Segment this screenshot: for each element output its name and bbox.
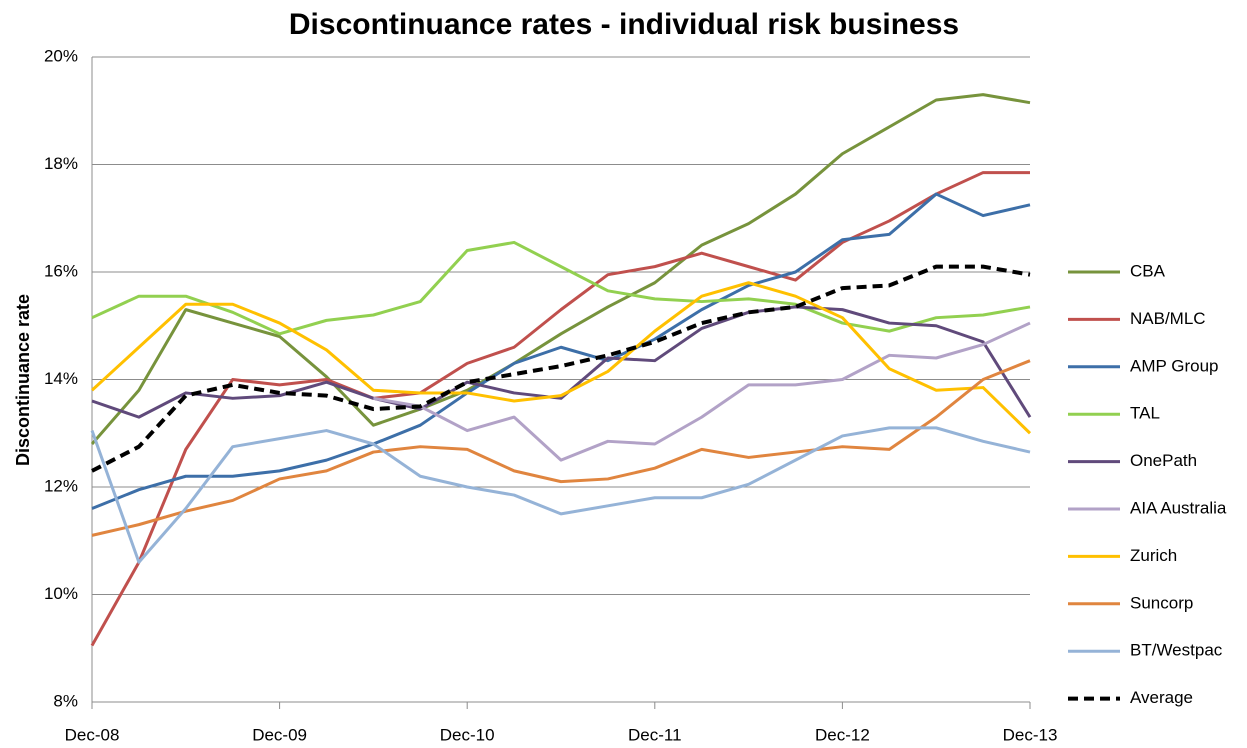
x-tick-label: Dec-08 — [65, 725, 120, 744]
y-tick-label: 10% — [44, 584, 78, 603]
series-line — [91, 359, 1031, 537]
legend-label: BT/Westpac — [1130, 641, 1223, 660]
series-line — [90, 426, 1031, 564]
y-tick-label: 12% — [44, 476, 78, 495]
legend-label: AIA Australia — [1130, 498, 1227, 517]
y-tick-label: 20% — [44, 46, 78, 65]
y-tick-label: 16% — [44, 261, 78, 280]
legend-label: AMP Group — [1130, 356, 1219, 375]
y-tick-label: 14% — [44, 369, 78, 388]
chart-title: Discontinuance rates - individual risk b… — [289, 8, 959, 41]
series-line — [91, 264, 1031, 473]
series-line — [90, 171, 1030, 647]
series-line — [90, 281, 1032, 435]
x-tick-label: Dec-10 — [440, 725, 495, 744]
series-line — [91, 192, 1031, 510]
x-tick-label: Dec-13 — [1003, 725, 1058, 744]
legend-label: Suncorp — [1130, 593, 1193, 612]
series-line — [373, 321, 1031, 462]
x-tick-label: Dec-11 — [628, 725, 682, 744]
y-tick-label: 8% — [53, 691, 78, 710]
legend-label: Zurich — [1130, 546, 1177, 565]
legend-label: Average — [1130, 688, 1193, 707]
legend-label: TAL — [1130, 404, 1160, 423]
series-line — [91, 305, 1032, 419]
legend-label: OnePath — [1130, 451, 1197, 470]
y-tick-label: 18% — [44, 154, 78, 173]
series-line — [91, 240, 1031, 336]
series-line — [90, 93, 1031, 445]
x-tick-label: Dec-12 — [815, 725, 870, 744]
legend-label: CBA — [1130, 261, 1166, 280]
x-tick-label: Dec-09 — [252, 725, 307, 744]
legend-label: NAB/MLC — [1130, 309, 1206, 328]
y-axis-label: Discontinuance rate — [13, 294, 33, 466]
